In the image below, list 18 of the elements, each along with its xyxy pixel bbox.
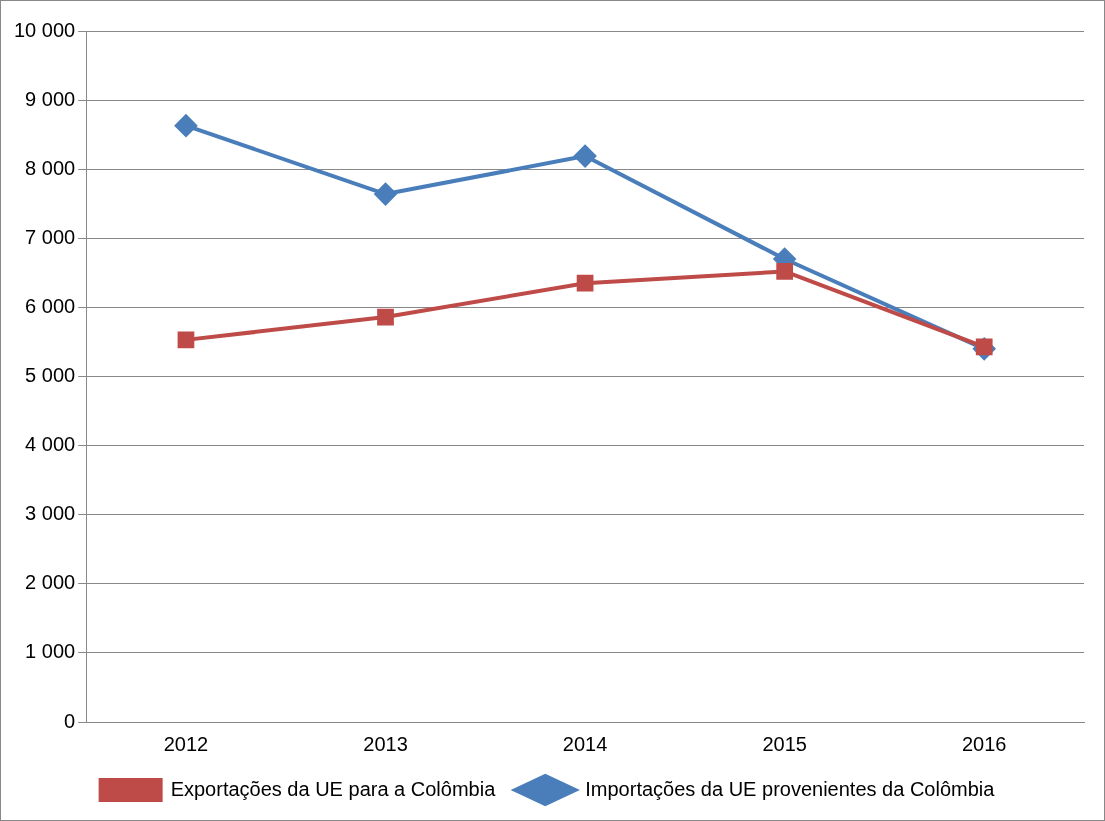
x-tick-label: 2014: [562, 732, 608, 755]
x-tick-label: 2015: [762, 732, 807, 755]
y-tick-label: 7 000: [25, 225, 76, 248]
y-tick-label: 4 000: [25, 433, 76, 456]
legend-label: Importações da UE provenientes da Colômbia: [585, 777, 996, 800]
y-tick-label: 1 000: [25, 640, 76, 663]
x-tick-label: 2012: [163, 732, 209, 755]
y-tick-label: 8 000: [25, 156, 76, 179]
x-tick-label: 2016: [961, 732, 1007, 755]
y-tick-label: 9 000: [25, 87, 76, 110]
y-tick-label: 0: [64, 709, 76, 732]
y-tick-label: 5 000: [25, 364, 76, 387]
y-tick-label: 2 000: [25, 571, 76, 594]
y-tick-label: 6 000: [25, 294, 76, 317]
legend-label: Exportações da UE para a Colômbia: [170, 777, 497, 800]
y-tick-label: 3 000: [25, 502, 76, 525]
y-tick-label: 10 000: [14, 18, 76, 41]
x-tick-label: 2013: [363, 732, 408, 755]
